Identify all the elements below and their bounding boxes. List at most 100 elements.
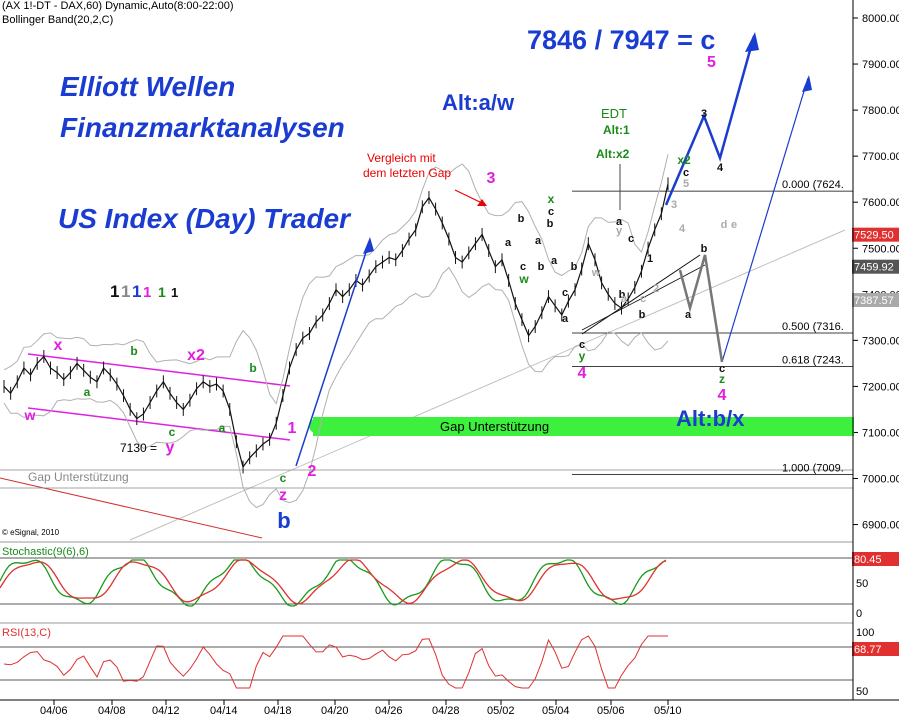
- vergleich-note-1: Vergleich mit: [367, 151, 436, 165]
- wave-label: 4: [718, 387, 727, 404]
- wave-label: b: [277, 508, 290, 533]
- fib-label: 0.618 (7243.: [782, 355, 844, 367]
- time-tick-label: 05/10: [654, 705, 682, 717]
- brand-title-2: Finanzmarktanalysen: [60, 112, 345, 143]
- edt-note-3: Alt:x2: [596, 147, 630, 161]
- wave-label: 2: [653, 283, 659, 295]
- time-tick-label: 04/06: [40, 705, 68, 717]
- price-tick-label: 7000.00: [862, 474, 899, 486]
- wave-label: 4: [717, 162, 724, 174]
- degree-digit: 1: [121, 282, 130, 301]
- target-headline: 7846 / 7947 = c: [527, 25, 715, 55]
- wave-label: a: [505, 237, 512, 249]
- wave-label: b: [518, 213, 525, 225]
- fib-label: 0.500 (7316.: [782, 321, 844, 333]
- stochastic-tick-0: 0: [856, 608, 862, 620]
- wave-label: d: [721, 219, 728, 231]
- price-tick-label: 7500.00: [862, 243, 899, 255]
- degree-digit: 1: [110, 282, 119, 301]
- wave-label: x: [54, 337, 63, 354]
- degree-digit: 1: [132, 282, 141, 301]
- rsi-tick-100: 100: [856, 627, 874, 639]
- stochastic-panel: Stochastic(9(6),6) 80.45 50 0: [0, 541, 899, 620]
- edt-note-2: Alt:1: [603, 123, 630, 137]
- wave-label: w: [24, 407, 36, 423]
- price-series: [3, 177, 669, 474]
- gap-support-grey-label: Gap Unterstützung: [28, 470, 129, 484]
- projection-main-c: [664, 35, 756, 206]
- wave-label: b: [249, 361, 256, 375]
- triangle-upper-line: [581, 254, 701, 335]
- wave-label: 1: [288, 420, 297, 437]
- projection-paths: [295, 32, 812, 467]
- wave-label: x2: [677, 153, 691, 167]
- wave-label: c: [719, 363, 725, 375]
- degree-digit: 1: [143, 284, 151, 301]
- wave-label: 4: [578, 365, 587, 382]
- wave-label: c: [579, 339, 585, 351]
- time-tick-label: 04/20: [321, 705, 349, 717]
- level-7130-label: 7130 =: [120, 441, 157, 455]
- wave-label: 4: [679, 223, 686, 235]
- gap-support-box: [313, 417, 854, 436]
- wave-label: c: [683, 167, 689, 179]
- price-badge: [852, 227, 899, 242]
- price-badge-label: 7387.57: [854, 295, 894, 307]
- price-badge: [852, 259, 899, 274]
- wave-label: w: [518, 272, 529, 286]
- wave-label: b: [619, 289, 626, 301]
- wave-label: e: [731, 219, 737, 231]
- rsi-label: RSI(13,C): [2, 627, 51, 639]
- target-wave-label: 5: [707, 54, 716, 71]
- price-tick-label: 6900.00: [862, 520, 899, 532]
- chart-header-line1: (AX 1!-DT - DAX,60) Dynamic,Auto(8:00-22…: [2, 0, 234, 12]
- wave-label: b: [538, 261, 545, 273]
- wave-label: c: [280, 471, 287, 485]
- vergleich-arrow: [454, 189, 485, 205]
- price-badge: [852, 293, 899, 308]
- degree-digit: 1: [158, 284, 166, 300]
- wave-label: b: [701, 243, 708, 255]
- wave-label: a: [551, 255, 558, 267]
- price-line: [3, 183, 669, 469]
- price-badges: 7529.50 7459.92 7387.57: [852, 227, 899, 308]
- fib-label: 1.000 (7009.: [782, 462, 844, 474]
- wave-label: 1: [647, 253, 653, 265]
- wave-label: y: [579, 349, 586, 363]
- degree-digit: 1: [171, 285, 178, 300]
- wave-label: b: [547, 218, 554, 230]
- time-axis: 04/06 04/08 04/12 04/14 04/18 04/20 04/26 04/28…: [40, 700, 682, 717]
- price-tick-label: 7100.00: [862, 427, 899, 439]
- wave-label: a: [535, 235, 542, 247]
- wave-label: c: [169, 425, 176, 439]
- price-tick-label: 8000.00: [862, 13, 899, 25]
- wave-label: a: [84, 385, 91, 399]
- wave-label: 3: [487, 170, 496, 187]
- wave-label: b: [130, 344, 137, 358]
- wave-label: 3: [671, 199, 677, 211]
- chart-header-line2: Bollinger Band(20,2,C): [2, 14, 113, 26]
- brand-title-1: Elliott Wellen: [60, 71, 235, 102]
- wave-label: c: [628, 233, 634, 245]
- wave-label: y: [166, 439, 175, 456]
- price-tick-label: 7300.00: [862, 335, 899, 347]
- diagonal-support-line: [129, 229, 846, 541]
- bollinger-band: [3, 154, 669, 509]
- stochastic-tick-50: 50: [856, 578, 868, 590]
- rsi-panel: RSI(13,C) 68.77 100 50: [0, 622, 899, 698]
- projection-alt-aw: [295, 239, 371, 467]
- fibonacci-levels: 0.000 (7624. 0.500 (7316. 0.618 (7243. 1.00…: [572, 179, 853, 475]
- alt-bx-label: Alt:b/x: [676, 406, 745, 431]
- time-tick-label: 05/06: [597, 705, 625, 717]
- wave-label: x: [548, 192, 555, 206]
- time-tick-label: 04/14: [210, 705, 238, 717]
- wave-label: 3: [701, 108, 707, 120]
- bollinger-upper: [3, 154, 669, 405]
- wave-label: a: [219, 421, 226, 435]
- bollinger-lower: [3, 266, 669, 509]
- wave-label: c: [548, 206, 554, 218]
- wave-label: a: [562, 313, 569, 325]
- wave-label: c: [562, 287, 568, 299]
